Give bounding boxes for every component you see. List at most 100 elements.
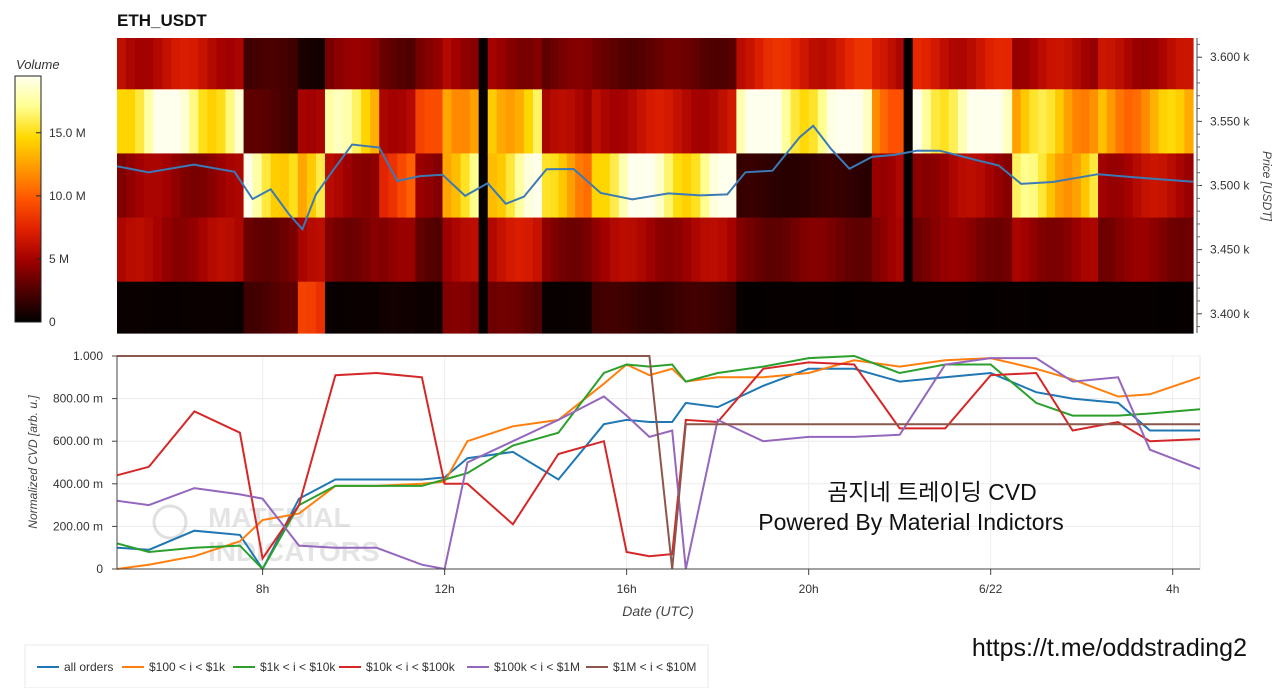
heatmap-cell <box>1037 89 1048 155</box>
heatmap-cell <box>1115 281 1125 334</box>
heatmap-cell <box>117 153 127 219</box>
price-axis-label: Price [USDT] <box>1260 151 1274 222</box>
heatmap-cell <box>406 89 416 155</box>
heatmap-cell <box>591 153 602 219</box>
heatmap-cell <box>853 217 864 283</box>
heatmap-cell <box>216 217 227 283</box>
heatmap-cell <box>985 153 995 219</box>
heatmap-cell <box>117 281 127 334</box>
heatmap-cell <box>1072 153 1082 219</box>
heatmap-cell <box>566 281 576 334</box>
heatmap-cell <box>180 153 190 219</box>
price-tick-label: 3.400 k <box>1210 307 1250 321</box>
heatmap-cell <box>790 281 801 334</box>
heatmap-cell <box>261 153 272 219</box>
heatmap-cell <box>736 217 747 283</box>
colorbar-tick-label: 10.0 M <box>49 189 86 203</box>
heatmap-cell <box>415 38 426 90</box>
cvd-x-tick-label: 8h <box>256 582 269 596</box>
heatmap-cell <box>1132 217 1142 283</box>
heatmap-cell <box>126 38 136 90</box>
heatmap-cell <box>948 89 959 155</box>
heatmap-cell <box>799 89 810 155</box>
heatmap-cell <box>189 281 199 334</box>
heatmap-cell <box>397 153 407 219</box>
heatmap-cell <box>627 217 638 283</box>
heatmap-cell <box>994 153 1004 219</box>
heatmap-cell <box>1046 89 1056 155</box>
heatmap-cell <box>532 38 543 90</box>
heatmap-cell <box>352 281 362 334</box>
legend-item[interactable]: $100k < i < $1M <box>467 660 580 674</box>
heatmap-cell <box>1089 38 1099 90</box>
heatmap-cell <box>334 281 344 334</box>
cvd-plot-area <box>116 355 1201 570</box>
heatmap-cell <box>1072 38 1082 90</box>
heatmap-cell <box>583 38 593 90</box>
heatmap-cell <box>939 153 950 219</box>
heatmap-cell <box>180 38 190 90</box>
heatmap-cell <box>252 89 263 155</box>
heatmap-cell <box>433 217 444 283</box>
heatmap-cell <box>872 281 881 334</box>
heatmap-cell <box>736 89 747 155</box>
heatmap-cell <box>496 153 507 219</box>
heatmap-cell <box>297 281 308 334</box>
telegram-link[interactable]: https://t.me/oddstrading2 <box>972 634 1247 662</box>
heatmap-cell <box>903 281 914 334</box>
heatmap-cell <box>279 89 290 155</box>
heatmap-cell <box>691 89 701 155</box>
heatmap-cell <box>478 38 489 90</box>
heatmap-cell <box>388 89 398 155</box>
heatmap-cell <box>575 281 585 334</box>
heatmap-cell <box>736 153 747 219</box>
heatmap-cell <box>957 89 968 155</box>
legend-item[interactable]: $1M < i < $10M <box>586 660 696 674</box>
heatmap-cell <box>189 89 199 155</box>
heatmap-cell <box>558 217 568 283</box>
heatmap-cell <box>1115 217 1125 283</box>
legend-item[interactable]: $1k < i < $10k <box>233 660 336 674</box>
heatmap-cell <box>835 153 846 219</box>
heatmap-cell <box>1167 153 1177 219</box>
heatmap-cell <box>514 89 525 155</box>
heatmap-cell <box>763 281 774 334</box>
heatmap-cell <box>912 38 923 90</box>
heatmap-cell <box>566 38 576 90</box>
heatmap-cell <box>478 217 489 283</box>
heatmap-cell <box>207 217 218 283</box>
legend-item[interactable]: all orders <box>37 660 113 674</box>
heatmap-cell <box>487 281 498 334</box>
heatmap-cell <box>781 153 792 219</box>
heatmap-cell <box>126 89 136 155</box>
cvd-series-line <box>116 367 1200 571</box>
heatmap-cell <box>270 153 281 219</box>
heatmap-cell <box>808 153 819 219</box>
heatmap-cell <box>1055 153 1065 219</box>
heatmap-cell <box>216 153 227 219</box>
heatmap-cell <box>442 153 453 219</box>
heatmap-cell <box>514 38 525 90</box>
heatmap-cell <box>1167 217 1177 283</box>
heatmap-cell <box>826 217 837 283</box>
cvd-axes: 0 200.00 m 400.00 m 600.00 m 800.00 m 1.000 8h… <box>53 349 1200 596</box>
heatmap-cell <box>153 38 163 90</box>
heatmap-cell <box>727 217 737 283</box>
heatmap-cell <box>180 217 190 283</box>
heatmap-cell <box>872 217 881 283</box>
heatmap-cell <box>198 217 209 283</box>
heatmap-cell <box>627 89 638 155</box>
heatmap-cell <box>600 89 611 155</box>
heatmap-cell <box>645 38 656 90</box>
cvd-x-tick-label: 6/22 <box>979 582 1003 596</box>
heatmap-cell <box>1184 38 1194 90</box>
heatmap-cell <box>718 281 728 334</box>
legend-item[interactable]: $10k < i < $100k <box>339 660 456 674</box>
cvd-x-tick-label: 20h <box>799 582 819 596</box>
heatmap-cell <box>921 38 932 90</box>
legend-item[interactable]: $100 < i < $1k <box>122 660 226 674</box>
heatmap-cell <box>415 153 426 219</box>
heatmap-cell <box>609 281 620 334</box>
heatmap-cell <box>1106 38 1116 90</box>
heatmap-cell <box>433 153 444 219</box>
